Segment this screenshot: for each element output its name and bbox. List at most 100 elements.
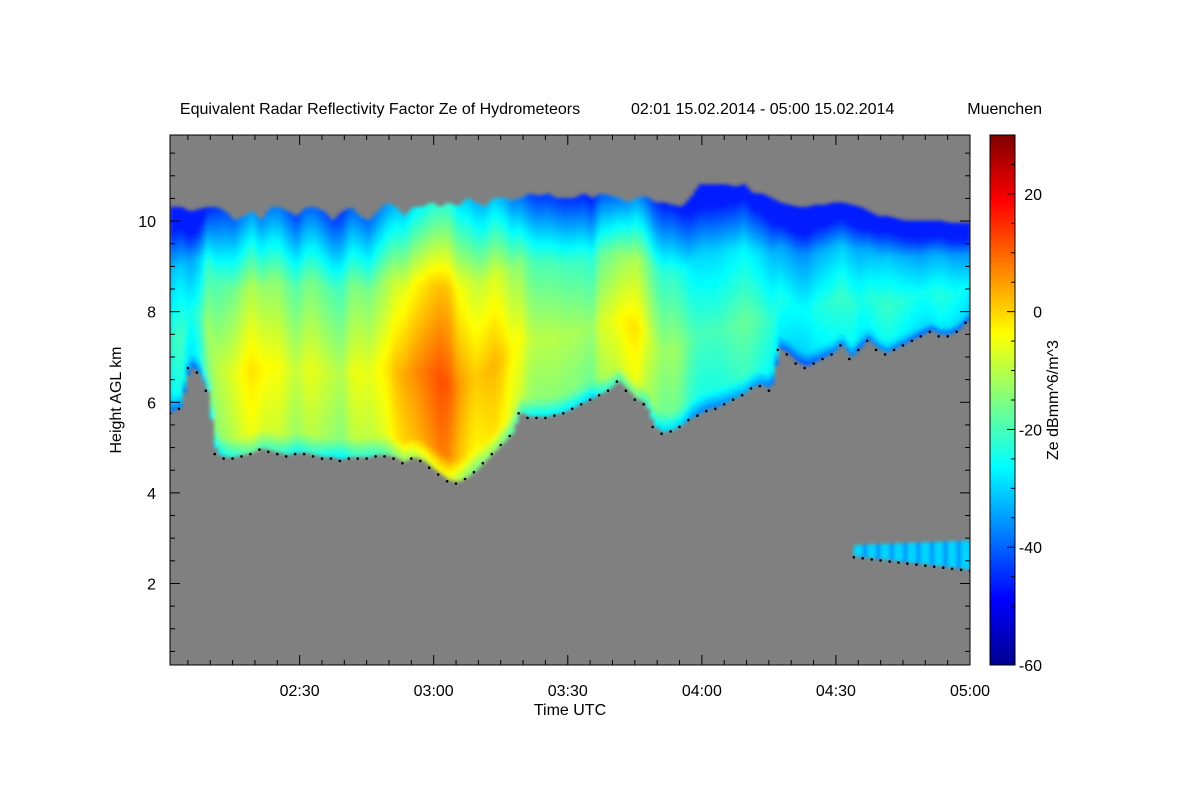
reflectivity-cell bbox=[170, 263, 175, 271]
reflectivity-cell bbox=[574, 270, 579, 277]
reflectivity-cell bbox=[510, 319, 515, 326]
reflectivity-cell bbox=[642, 355, 647, 363]
reflectivity-cell bbox=[398, 250, 403, 258]
reflectivity-cell bbox=[638, 393, 643, 400]
reflectivity-cell bbox=[534, 353, 539, 360]
reflectivity-cell bbox=[310, 401, 315, 409]
reflectivity-cell bbox=[482, 455, 487, 463]
reflectivity-cell bbox=[530, 409, 535, 417]
reflectivity-cell bbox=[570, 282, 575, 290]
reflectivity-cell bbox=[546, 256, 551, 263]
reflectivity-cell bbox=[218, 328, 223, 335]
reflectivity-cell bbox=[334, 245, 339, 253]
reflectivity-cell bbox=[570, 237, 575, 245]
reflectivity-cell bbox=[462, 444, 467, 451]
reflectivity-cell bbox=[182, 237, 187, 244]
reflectivity-cell bbox=[606, 366, 611, 374]
reflectivity-cell bbox=[490, 419, 495, 427]
reflectivity-cell bbox=[466, 441, 471, 449]
reflectivity-cell bbox=[278, 343, 283, 351]
reflectivity-cell bbox=[346, 355, 351, 362]
reflectivity-cell bbox=[478, 454, 483, 461]
reflectivity-cell bbox=[322, 228, 327, 236]
reflectivity-cell bbox=[394, 354, 399, 362]
reflectivity-cell bbox=[342, 446, 347, 454]
reflectivity-cell bbox=[250, 423, 255, 430]
reflectivity-cell bbox=[394, 348, 399, 356]
reflectivity-cell bbox=[450, 468, 455, 475]
reflectivity-cell bbox=[582, 266, 587, 274]
reflectivity-cell bbox=[294, 271, 299, 279]
reflectivity-cell bbox=[270, 246, 275, 254]
reflectivity-cell bbox=[570, 305, 575, 313]
reflectivity-cell bbox=[322, 439, 327, 446]
reflectivity-cell bbox=[550, 352, 555, 360]
reflectivity-cell bbox=[518, 327, 523, 335]
reflectivity-cell bbox=[314, 358, 319, 366]
reflectivity-cell bbox=[422, 341, 427, 348]
reflectivity-cell bbox=[238, 398, 243, 405]
reflectivity-cell bbox=[498, 214, 503, 222]
reflectivity-column bbox=[490, 199, 495, 455]
reflectivity-cell bbox=[502, 390, 507, 398]
reflectivity-cell bbox=[218, 242, 223, 250]
reflectivity-cell bbox=[326, 387, 331, 395]
reflectivity-cell bbox=[262, 357, 267, 365]
reflectivity-cell bbox=[642, 344, 647, 351]
reflectivity-cell bbox=[250, 383, 255, 390]
reflectivity-cell bbox=[198, 248, 203, 255]
reflectivity-cell bbox=[502, 232, 507, 239]
chart-location: Muenchen bbox=[967, 101, 1042, 118]
reflectivity-cell bbox=[514, 411, 519, 418]
reflectivity-cell bbox=[210, 241, 215, 248]
reflectivity-cell bbox=[602, 368, 607, 376]
reflectivity-cell bbox=[238, 319, 243, 326]
reflectivity-cell bbox=[394, 309, 399, 316]
reflectivity-cell bbox=[566, 283, 571, 291]
reflectivity-cell bbox=[190, 216, 195, 224]
reflectivity-cell bbox=[246, 242, 251, 249]
reflectivity-cell bbox=[546, 290, 551, 297]
reflectivity-cell bbox=[626, 281, 631, 288]
reflectivity-cell bbox=[438, 364, 443, 372]
reflectivity-cell bbox=[366, 383, 371, 390]
reflectivity-cell bbox=[238, 336, 243, 343]
reflectivity-cell bbox=[258, 310, 263, 318]
reflectivity-cell bbox=[606, 303, 611, 311]
reflectivity-cell bbox=[274, 411, 279, 418]
reflectivity-cell bbox=[246, 430, 251, 437]
reflectivity-cell bbox=[214, 344, 219, 351]
reflectivity-cell bbox=[350, 242, 355, 249]
reflectivity-cell bbox=[398, 419, 403, 426]
reflectivity-cell bbox=[374, 319, 379, 327]
reflectivity-cell bbox=[538, 217, 543, 225]
reflectivity-cell bbox=[570, 311, 575, 318]
reflectivity-cell bbox=[354, 342, 359, 350]
reflectivity-cell bbox=[390, 301, 395, 309]
reflectivity-cell bbox=[594, 281, 599, 289]
reflectivity-cell bbox=[614, 258, 619, 266]
reflectivity-cell bbox=[554, 214, 559, 222]
reflectivity-cell bbox=[358, 273, 363, 280]
reflectivity-cell bbox=[478, 312, 483, 319]
reflectivity-cell bbox=[410, 349, 415, 357]
reflectivity-cell bbox=[530, 313, 535, 320]
reflectivity-cell bbox=[234, 427, 239, 435]
reflectivity-cell bbox=[314, 314, 319, 321]
reflectivity-cell bbox=[174, 386, 179, 393]
reflectivity-cell bbox=[250, 303, 255, 310]
reflectivity-cell bbox=[382, 369, 387, 376]
reflectivity-cell bbox=[258, 230, 263, 238]
reflectivity-cell bbox=[578, 364, 583, 371]
reflectivity-cell bbox=[222, 358, 227, 366]
reflectivity-cell bbox=[482, 234, 487, 242]
reflectivity-cell bbox=[486, 418, 491, 425]
reflectivity-cell bbox=[374, 448, 379, 456]
reflectivity-cell bbox=[386, 254, 391, 262]
reflectivity-column bbox=[602, 194, 607, 393]
reflectivity-cell bbox=[434, 204, 439, 212]
reflectivity-cell bbox=[630, 313, 635, 320]
reflectivity-cell bbox=[550, 274, 555, 281]
reflectivity-cell bbox=[414, 366, 419, 373]
reflectivity-cell bbox=[230, 229, 235, 236]
